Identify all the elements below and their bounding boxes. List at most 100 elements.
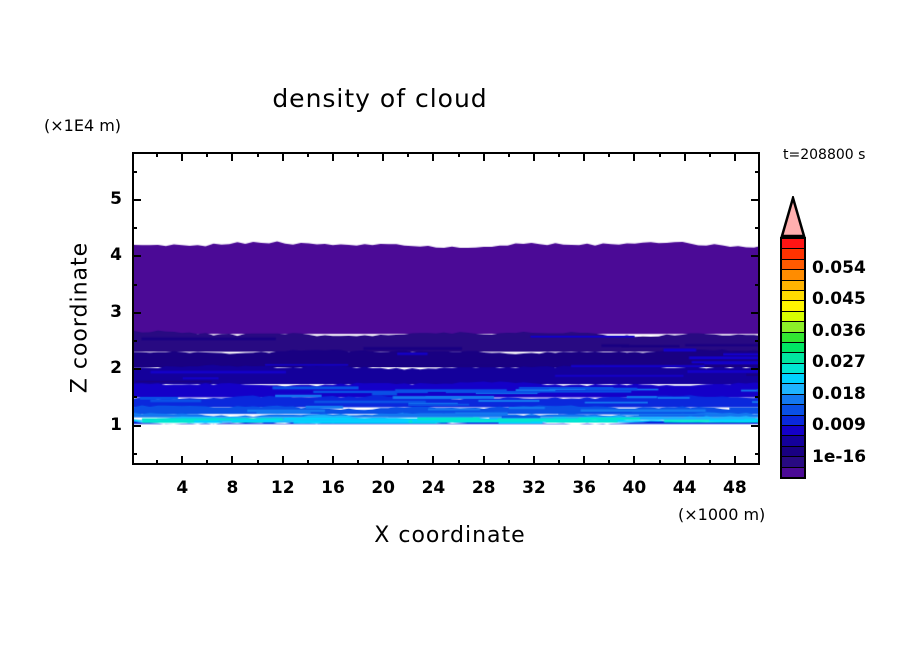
x-axis-major-tick — [583, 456, 586, 465]
y-axis-minor-tick — [132, 396, 137, 399]
x-axis-major-tick — [382, 456, 385, 465]
x-axis-major-tick-top — [432, 152, 435, 161]
colorbar-band — [782, 301, 804, 312]
y-axis-tick-label: 2 — [110, 358, 122, 379]
x-axis-major-tick-top — [331, 152, 334, 161]
x-axis-major-tick — [281, 456, 284, 465]
x-axis-minor-tick-top — [658, 152, 661, 157]
y-axis-minor-tick-right — [755, 452, 760, 455]
x-axis-major-tick-top — [482, 152, 485, 161]
colorbar-band — [782, 290, 804, 302]
colorbar-tick-label: 0.009 — [812, 415, 866, 436]
x-axis-minor-tick-top — [256, 152, 259, 157]
x-axis-tick-label: 36 — [572, 478, 596, 498]
colorbar-band — [782, 436, 804, 447]
colorbar-band — [782, 446, 804, 458]
y-axis-tick-label: 5 — [110, 188, 122, 209]
x-axis-major-tick-top — [231, 152, 234, 161]
y-axis-major-tick-right — [751, 198, 760, 201]
x-axis-tick-label: 32 — [522, 478, 546, 498]
plot-area — [132, 152, 760, 465]
y-axis-label: Z coordinate — [67, 241, 93, 394]
y-axis-minor-tick-right — [755, 339, 760, 342]
x-axis-minor-tick — [407, 460, 410, 465]
x-axis-major-tick-top — [181, 152, 184, 161]
y-axis-unit-label: (×1E4 m) — [44, 116, 122, 135]
colorbar-band — [782, 363, 804, 375]
x-axis-major-tick-top — [583, 152, 586, 161]
x-axis-major-tick-top — [633, 152, 636, 161]
x-axis-minor-tick-top — [558, 152, 561, 157]
x-axis-tick-label: 16 — [321, 478, 345, 498]
x-axis-major-tick — [432, 456, 435, 465]
colorbar-band — [782, 311, 804, 323]
x-axis-minor-tick — [357, 460, 360, 465]
x-axis-minor-tick-top — [357, 152, 360, 157]
colorbar-band — [782, 259, 804, 271]
x-axis-major-tick — [733, 456, 736, 465]
x-axis-minor-tick — [708, 460, 711, 465]
x-axis-minor-tick — [558, 460, 561, 465]
x-axis-major-tick-top — [281, 152, 284, 161]
y-axis-minor-tick — [132, 227, 137, 230]
y-axis-major-tick — [132, 255, 141, 258]
y-axis-major-tick-right — [751, 311, 760, 314]
y-axis-major-tick — [132, 368, 141, 371]
colorbar-band — [782, 353, 804, 364]
x-axis-minor-tick — [457, 460, 460, 465]
y-axis-minor-tick-right — [755, 170, 760, 173]
x-axis-minor-tick-top — [457, 152, 460, 157]
colorbar-tick-label: 0.018 — [812, 383, 866, 404]
colorbar-band — [782, 270, 804, 281]
x-axis-minor-tick — [507, 460, 510, 465]
y-axis-minor-tick-right — [755, 396, 760, 399]
colorbar-band — [782, 415, 804, 427]
x-axis-unit-label: (×1000 m) — [678, 505, 766, 524]
x-axis-major-tick — [532, 456, 535, 465]
y-axis-major-tick — [132, 424, 141, 427]
x-axis-tick-label: 12 — [270, 478, 295, 498]
y-axis-tick-label: 3 — [110, 301, 122, 322]
y-axis-major-tick-right — [751, 255, 760, 258]
x-axis-minor-tick-top — [608, 152, 611, 157]
x-axis-tick-label: 40 — [622, 478, 647, 498]
colorbar-tick-label: 0.045 — [812, 289, 866, 310]
colorbar-band — [782, 467, 804, 477]
x-axis-minor-tick-top — [206, 152, 209, 157]
x-axis-minor-tick — [256, 460, 259, 465]
x-axis-minor-tick-top — [156, 152, 159, 157]
page-title: density of cloud — [272, 84, 488, 113]
x-axis-minor-tick-top — [708, 152, 711, 157]
density-field-canvas — [134, 154, 758, 463]
colorbar-band — [782, 457, 804, 468]
x-axis-major-tick — [482, 456, 485, 465]
x-axis-major-tick-top — [382, 152, 385, 161]
x-axis-tick-label: 48 — [723, 478, 747, 498]
x-axis-major-tick — [181, 456, 184, 465]
colorbar-band — [782, 384, 804, 395]
x-axis-label: X coordinate — [374, 523, 526, 548]
y-axis-tick-label: 4 — [110, 245, 122, 266]
x-axis-major-tick — [683, 456, 686, 465]
colorbar-band — [782, 280, 804, 291]
colorbar-arrow-cap-icon — [780, 196, 806, 238]
y-axis-major-tick — [132, 311, 141, 314]
x-axis-major-tick — [231, 456, 234, 465]
x-axis-minor-tick — [658, 460, 661, 465]
x-axis-major-tick-top — [532, 152, 535, 161]
y-axis-minor-tick — [132, 170, 137, 173]
x-axis-major-tick — [331, 456, 334, 465]
colorbar-band — [782, 374, 804, 385]
y-axis-minor-tick-right — [755, 283, 760, 286]
x-axis-minor-tick — [306, 460, 309, 465]
colorbar[interactable] — [780, 237, 806, 479]
x-axis-major-tick-top — [683, 152, 686, 161]
y-axis-minor-tick — [132, 339, 137, 342]
x-axis-tick-label: 44 — [672, 478, 697, 498]
colorbar-band — [782, 342, 804, 354]
colorbar-band — [782, 332, 804, 343]
x-axis-minor-tick — [206, 460, 209, 465]
y-axis-minor-tick — [132, 452, 137, 455]
x-axis-minor-tick — [608, 460, 611, 465]
colorbar-band — [782, 394, 804, 406]
